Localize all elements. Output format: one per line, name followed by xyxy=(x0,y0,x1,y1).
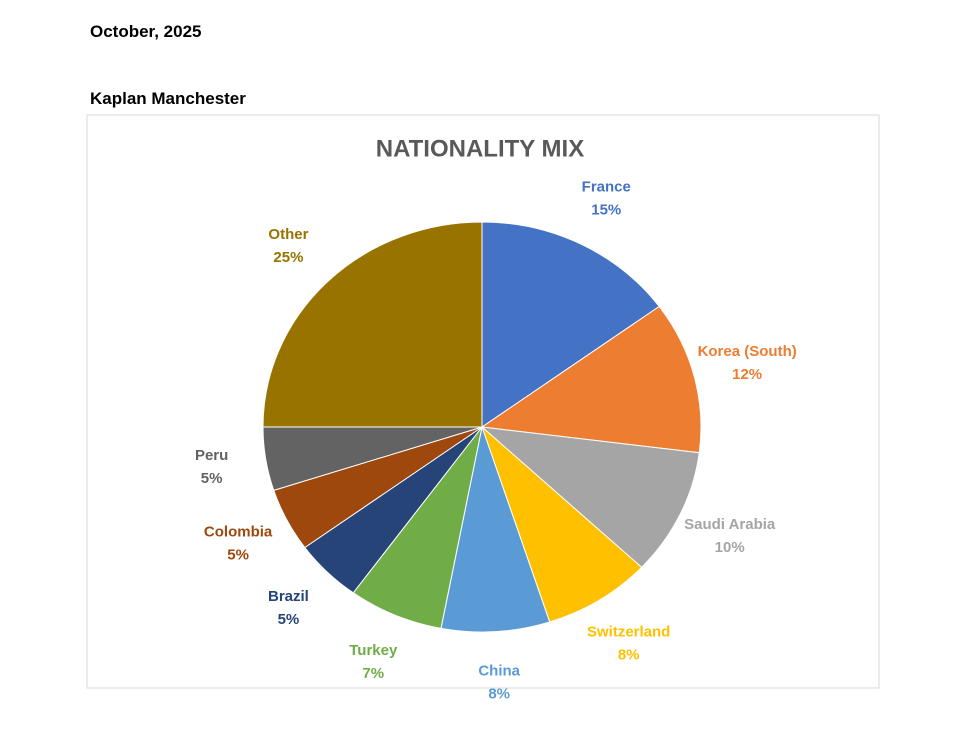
slice-value: 5% xyxy=(201,470,223,487)
slice-label: Turkey xyxy=(349,642,398,659)
pie-slice xyxy=(480,305,702,454)
date: October, 2025 xyxy=(90,22,202,41)
slice-value: 10% xyxy=(715,539,745,556)
slice-label: Saudi Arabia xyxy=(684,516,776,533)
slice-value: 5% xyxy=(278,611,300,628)
slice-label: Switzerland xyxy=(587,623,670,640)
slice-value: 12% xyxy=(732,366,762,383)
slice-label: Brazil xyxy=(268,588,309,605)
slice-value: 25% xyxy=(273,249,303,266)
slice-value: 5% xyxy=(227,546,249,563)
slice-label: France xyxy=(582,179,631,196)
slice-label: Colombia xyxy=(204,523,273,540)
slice-label: Other xyxy=(268,226,308,243)
pie-slice xyxy=(481,221,660,428)
slice-value: 15% xyxy=(591,202,621,219)
pie-slice xyxy=(480,426,700,569)
slice-value: 8% xyxy=(488,686,510,703)
pie-slice xyxy=(262,221,483,428)
pie-slice xyxy=(480,425,643,623)
slice-label: Peru xyxy=(195,447,228,464)
slice-value: 8% xyxy=(618,646,640,663)
slice-value: 7% xyxy=(362,665,384,682)
subtitle: Kaplan Manchester xyxy=(90,89,246,108)
slice-label: Korea (South) xyxy=(698,343,797,360)
slice-label: China xyxy=(478,663,520,680)
pie-slice xyxy=(440,425,551,633)
chart-title: NATIONALITY MIX xyxy=(376,135,584,162)
